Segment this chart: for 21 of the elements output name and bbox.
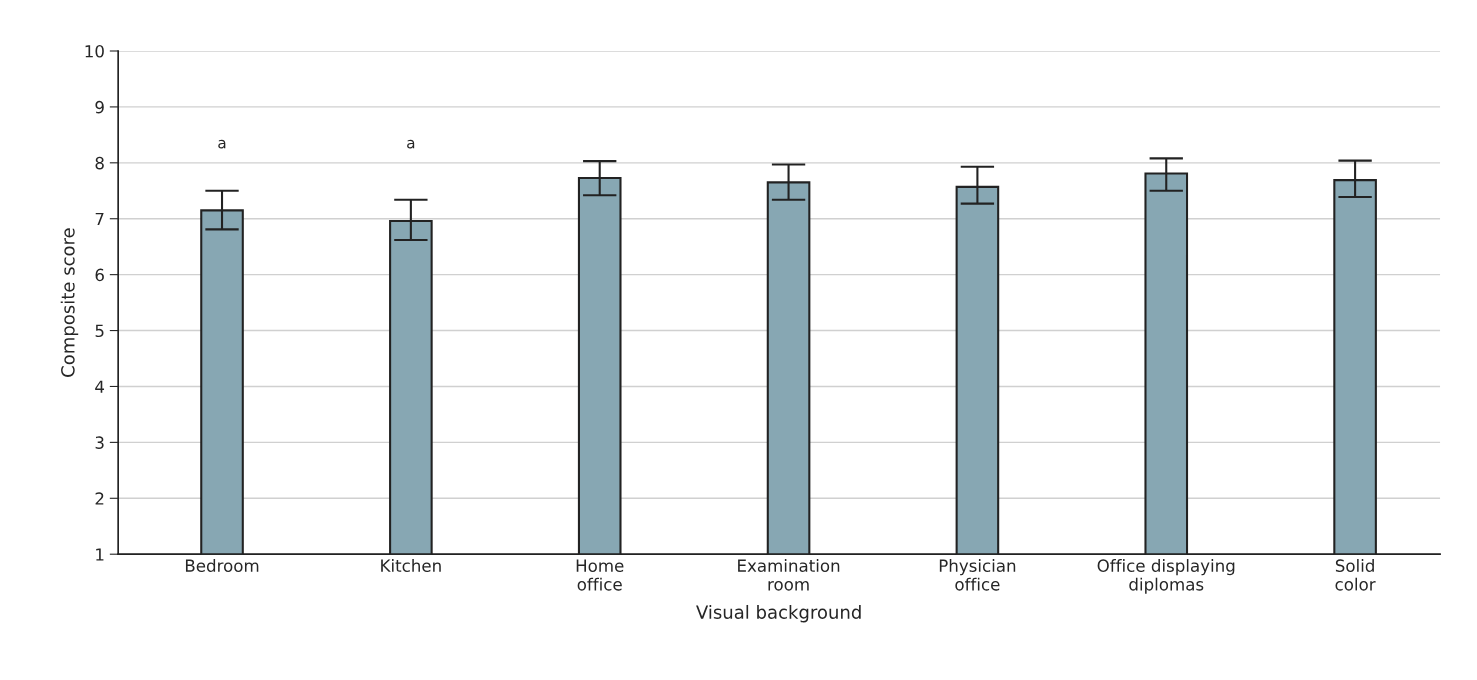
y-tick-label: 3 bbox=[95, 436, 104, 449]
y-tick-label: 1 bbox=[96, 548, 104, 561]
x-tick-label: Home office bbox=[576, 559, 624, 591]
y-tick-label: 9 bbox=[95, 100, 104, 114]
x-tick-label: Physician office bbox=[939, 559, 1016, 591]
x-tick-label: Examination room bbox=[738, 559, 840, 591]
x-tick-label: Office displaying diplomas bbox=[1097, 559, 1235, 594]
y-tick-label: 6 bbox=[95, 268, 104, 282]
y-tick-label: 10 bbox=[85, 44, 104, 58]
annotation: a bbox=[407, 139, 415, 149]
y-tick-label: 5 bbox=[95, 324, 104, 338]
x-axis-title: Visual background bbox=[696, 604, 861, 623]
annotation: a bbox=[218, 139, 226, 149]
y-tick-label: 8 bbox=[95, 156, 104, 170]
y-axis-title: Composite score bbox=[60, 228, 79, 377]
y-tick-label: 2 bbox=[95, 492, 104, 505]
x-tick-label: Kitchen bbox=[381, 559, 441, 572]
x-tick-label: Bedroom bbox=[185, 559, 259, 572]
x-tick-label: Solid color bbox=[1335, 559, 1376, 591]
y-tick-label: 4 bbox=[95, 380, 105, 393]
y-tick-label: 7 bbox=[95, 212, 104, 226]
